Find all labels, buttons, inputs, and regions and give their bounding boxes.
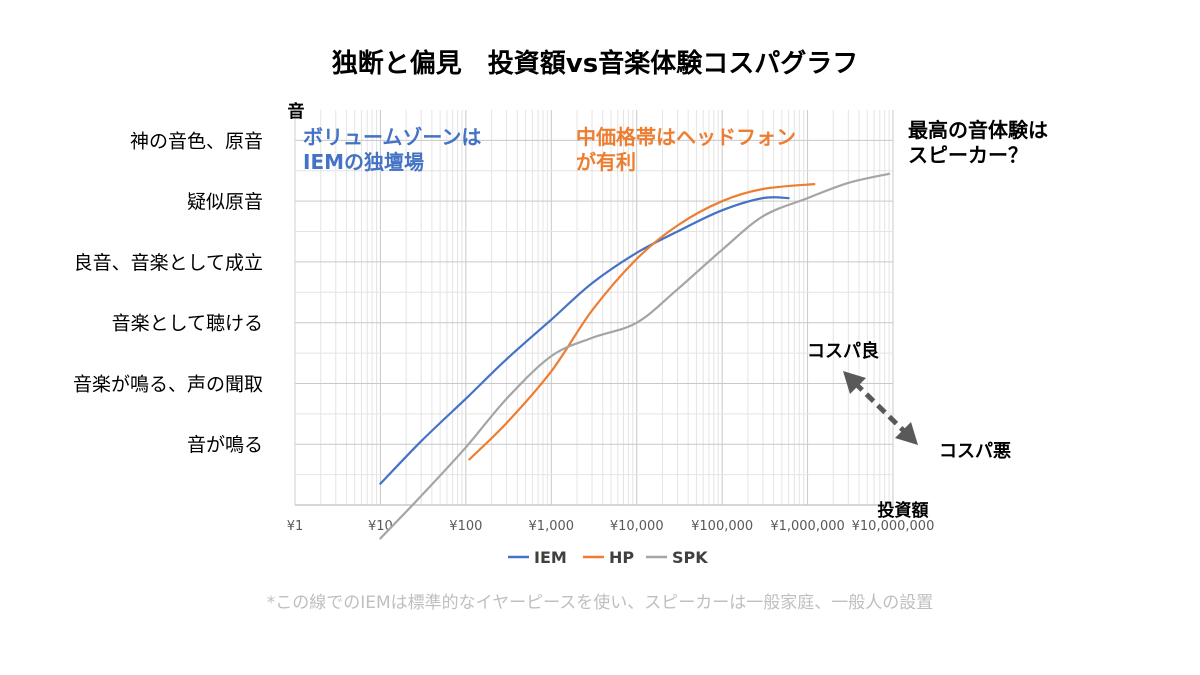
series-line-spk: [379, 172, 891, 540]
series-line-hp: [468, 183, 816, 461]
annotation-spk: 最高の音体験はスピーカー？: [908, 118, 1048, 167]
y-tick-label: 音が鳴る: [187, 434, 263, 456]
y-tick-label: 神の音色、原音: [130, 130, 263, 152]
cost-performance-arrow: [843, 371, 918, 445]
y-tick-label: 音楽として聴ける: [112, 313, 263, 335]
legend: IEM HP SPK: [508, 548, 708, 567]
x-tick-label: ¥100: [449, 519, 482, 534]
annotation-iem: ボリュームゾーンは IEMの独壇場: [303, 125, 481, 174]
annotation-good-value: コスパ良: [807, 340, 879, 362]
legend-label-iem: IEM: [534, 548, 567, 567]
x-tick-label: ¥10,000: [610, 519, 664, 534]
arrow-head-down: [895, 422, 918, 445]
series-line-iem: [379, 196, 790, 485]
y-axis-title: 音: [288, 101, 305, 122]
legend-label-spk: SPK: [672, 548, 708, 567]
footnote: *この線でのIEMは標準的なイヤーピースを使い、スピーカーは一般家庭、一般人の設…: [266, 593, 934, 613]
arrow-head-up: [843, 371, 866, 394]
x-tick-label: ¥1,000: [529, 519, 575, 534]
x-axis-labels: ¥1 ¥10 ¥100 ¥1,000 ¥10,000 ¥100,000 ¥1,000,000…: [287, 519, 935, 534]
y-axis-labels: 音が鳴る 音楽が鳴る、声の聞取 音楽として聴ける 良音、音楽として成立 疑似原音 神の音色…: [73, 130, 263, 456]
annotations: ボリュームゾーンは IEMの独壇場 中価格帯はヘッドフォンが有利 最高の音体験はスピー…: [303, 118, 1048, 462]
y-tick-label: 疑似原音: [187, 191, 263, 213]
x-axis-title: 投資額: [878, 500, 929, 521]
annotation-hp: 中価格帯はヘッドフォンが有利: [576, 125, 796, 174]
chart-title: 独断と偏見 投資額vs音楽体験コスパグラフ: [332, 48, 858, 79]
series-lines: [379, 172, 891, 540]
legend-label-hp: HP: [609, 548, 634, 567]
y-tick-label: 音楽が鳴る、声の聞取: [73, 373, 263, 395]
y-tick-label: 良音、音楽として成立: [74, 252, 263, 274]
annotation-poor-value: コスパ悪: [939, 441, 1011, 462]
x-tick-label: ¥10: [368, 519, 393, 534]
x-tick-label: ¥100,000: [691, 519, 753, 534]
x-tick-label: ¥10,000,000: [852, 519, 935, 534]
x-tick-label: ¥1,000,000: [770, 519, 844, 534]
grid: [294, 110, 894, 506]
x-tick-label: ¥1: [287, 519, 304, 534]
dashed-arrow-line: [853, 381, 908, 435]
